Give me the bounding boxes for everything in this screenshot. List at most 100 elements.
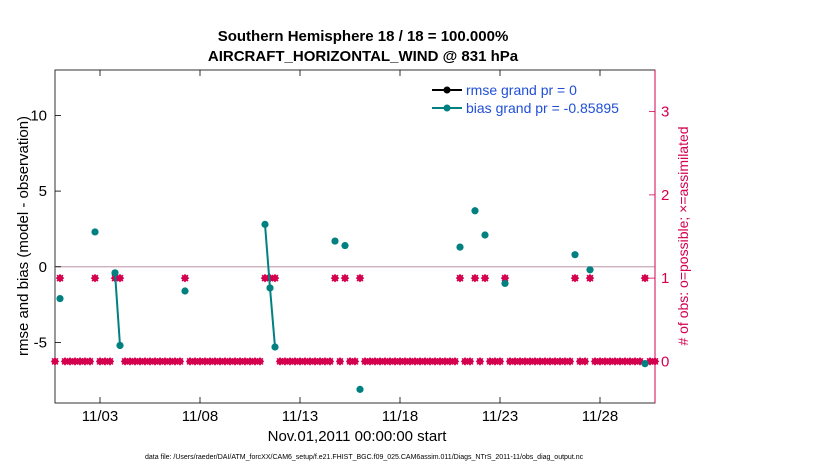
obs-count-zero-36-cross-b [256,357,264,365]
obs-count-zero-63-cross-b [421,357,429,365]
bias-point-15 [571,251,579,259]
obs-count-zero-80-cross-b [526,357,534,365]
obs-count-zero-47 [325,357,335,366]
obs-count-one-4 [180,273,190,283]
obs-count-zero-50-cross-b [351,357,359,365]
obs-count-one-10-cross-b [356,274,364,282]
bias-point-14 [501,279,509,288]
obs-count-one-17-cross-b [641,274,649,282]
obs-count-zero-93-cross-b [601,357,609,365]
bias-point-13 [481,231,489,239]
x-tick-label-4: 11/23 [482,408,518,425]
obs-count-zero-12-cross-b [131,357,139,365]
obs-count-zero-58-cross-b [396,357,404,365]
obs-count-zero-78-cross-b [516,357,524,365]
obs-count-one-9 [340,273,350,283]
obs-count-zero-22-cross-b [186,357,194,365]
x-tick-label-0: 11/03 [82,408,118,425]
obs-count-zero-74-cross-b [491,357,499,365]
obs-count-zero-46-cross-b [321,357,329,365]
obs-count-zero-96-cross-b [616,357,624,365]
obs-count-zero-49-cross-b [346,357,354,365]
data-file-footer: data file: /Users/raeder/DAI/ATM_forcXX/… [145,454,584,461]
y2-axis-label: # of obs: o=possible; ×=assimilated [675,126,691,345]
obs-count-series [50,273,660,366]
obs-count-zero-34-cross-b [246,357,254,365]
chart-title-line-1: Southern Hemisphere 18 / 18 = 100.000% [218,28,509,45]
obs-count-zero-31-cross-b [231,357,239,365]
obs-count-zero-94-cross-b [606,357,614,365]
obs-count-zero-65-cross-b [431,357,439,365]
obs-count-zero-70-cross-b [461,357,469,365]
y-axis-label: rmse and bias (model - observation) [15,116,32,356]
obs-count-zero-75-cross-b [496,357,504,365]
obs-count-one-0 [55,273,65,283]
obs-count-zero-32 [235,357,245,366]
obs-count-zero-17-cross-b [156,357,164,365]
obs-count-zero-1-cross-b [61,357,69,365]
obs-count-one-12 [470,273,480,283]
obs-count-zero-22 [185,357,195,366]
obs-count-zero-6 [85,357,95,366]
y2-tick-label-0: 0 [661,353,669,370]
obs-count-zero-27 [210,357,220,366]
obs-count-zero-0 [50,357,60,366]
obs-count-zero-32-cross-b [236,357,244,365]
obs-count-one-3-cross-b [116,274,124,282]
legend-rmse-label: rmse grand pr = 0 [466,82,577,98]
obs-count-one-1 [90,273,100,283]
obs-count-zero-15-cross-b [146,357,154,365]
obs-count-zero-26-cross-b [206,357,214,365]
bias-point-12 [471,207,479,215]
obs-count-one-14 [500,273,510,283]
bias-point-9 [341,241,349,250]
obs-count-zero-72 [475,357,485,366]
x-tick-label-5: 11/28 [582,408,618,425]
bias-point-17 [641,360,649,368]
obs-count-zero-79-cross-b [521,357,529,365]
obs-count-zero-72-cross-b [476,357,484,365]
bias-series [56,207,649,393]
obs-count-zero-13-cross-b [136,357,144,365]
obs-count-zero-34 [245,357,255,366]
obs-count-zero-6-cross-b [86,357,94,365]
obs-count-zero-18-cross-b [161,357,169,365]
axis-ticks: 11/03 11/08 11/13 11/18 11/23 11/28 10 5 0 -5 0 1 2 3 [30,70,669,425]
obs-count-zero-66-cross-b [436,357,444,365]
obs-count-one-10 [355,273,365,283]
obs-count-zero-7-cross-b [96,357,104,365]
obs-count-zero-73-cross-b [486,357,494,365]
obs-count-one-15 [570,273,580,283]
obs-count-zero-67-cross-b [441,357,449,365]
legend: rmse grand pr = 0 bias grand pr = -0.858… [432,82,619,116]
obs-count-zero-21 [175,357,185,366]
bias-point-0 [56,294,64,303]
obs-count-zero-26 [205,357,215,366]
obs-count-zero-41-cross-b [296,357,304,365]
obs-count-zero-24-cross-b [196,357,204,365]
obs-count-one-16-cross-b [586,274,594,282]
obs-count-zero-18 [160,357,170,366]
y2-tick-label-1: 1 [661,270,669,287]
obs-count-zero-62-cross-b [416,357,424,365]
obs-count-zero-71-cross-b [466,357,474,365]
obs-count-zero-60-cross-b [406,357,414,365]
obs-count-zero-8-cross-b [101,357,109,365]
obs-count-one-7 [270,273,280,283]
obs-count-zero-88 [565,357,575,366]
obs-count-zero-12 [130,357,140,366]
obs-count-one-9-cross-b [341,274,349,282]
obs-count-zero-19 [165,357,175,366]
obs-count-zero-61-cross-b [411,357,419,365]
bias-segment-0 [114,272,121,346]
obs-count-zero-16-cross-b [151,357,159,365]
obs-count-zero-51-cross-b [361,357,369,365]
obs-count-one-3 [115,273,125,283]
obs-count-zero-40-cross-b [291,357,299,365]
obs-count-zero-92-cross-b [596,357,604,365]
obs-count-zero-28 [215,357,225,366]
obs-count-zero-27-cross-b [211,357,219,365]
obs-count-zero-11 [125,357,135,366]
obs-count-one-7-cross-b [271,274,279,282]
obs-count-one-11-cross-b [456,274,464,282]
